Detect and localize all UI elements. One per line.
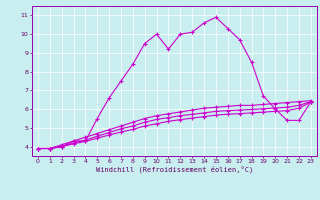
X-axis label: Windchill (Refroidissement éolien,°C): Windchill (Refroidissement éolien,°C) [96, 166, 253, 173]
